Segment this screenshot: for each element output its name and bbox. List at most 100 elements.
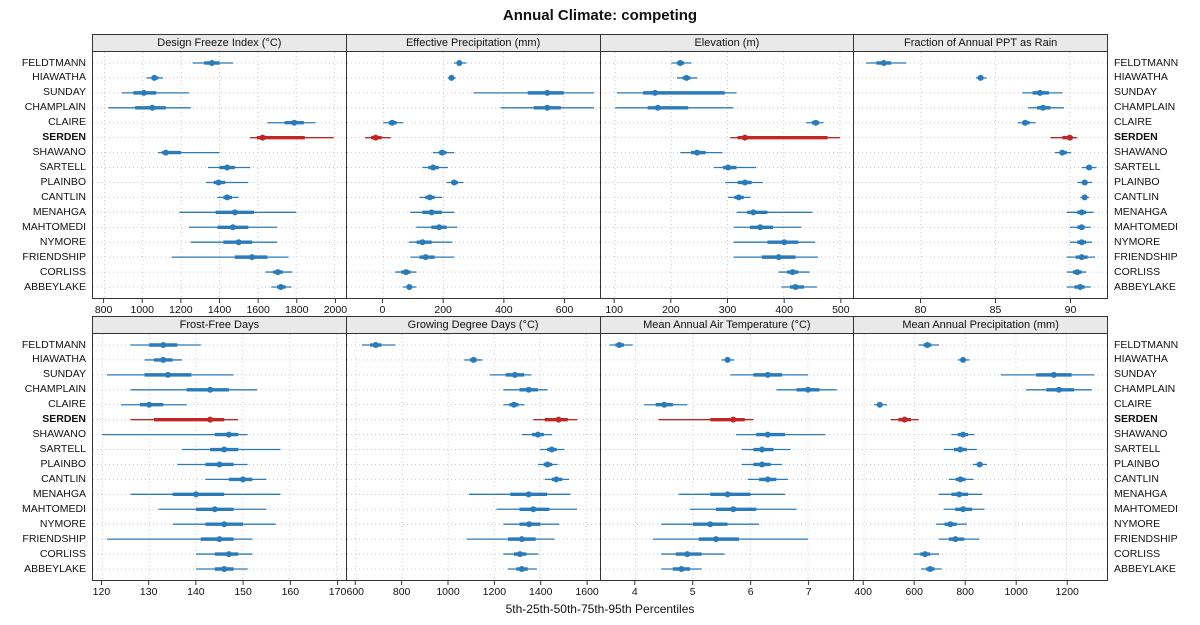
percentile-series-menahga (179, 209, 297, 216)
station-label-shawano: SHAWANO (32, 428, 86, 441)
percentile-series-menahga (468, 491, 571, 498)
percentile-series-abbeylake (921, 566, 942, 572)
percentile-series-cantlin (217, 194, 239, 201)
percentile-series-hiawatha (976, 74, 987, 81)
panel-col-growing-degree-days: Growing Degree Days (°C) 600 800 1000 1200 1… (345, 316, 601, 598)
percentile-series-nymore (408, 239, 453, 246)
station-label-feldtmann: FELDTMANN (1114, 56, 1179, 69)
xaxis-fraction-ppt-rain: 80 85 90 (853, 299, 1108, 316)
percentile-series-hiawatha (676, 74, 697, 81)
x-tick-label: 1200 (1056, 586, 1080, 598)
station-label-corliss: CORLISS (1114, 547, 1161, 560)
percentile-series-plainbo (741, 461, 782, 468)
percentile-series-abbeylake (507, 566, 537, 572)
station-label-mahtomedi: MAHTOMEDI (1114, 220, 1178, 233)
percentile-series-nymore (172, 521, 276, 528)
percentile-series-feldtmann (130, 342, 201, 348)
axis-caption: 5th-25th-50th-75th-95th Percentiles (505, 602, 695, 616)
percentile-series-champlain (1026, 386, 1093, 393)
percentile-series-plainbo (973, 461, 988, 468)
station-label-sartell: SARTELL (39, 443, 87, 456)
x-tick-label: 800 (957, 586, 975, 598)
right-station-labels-bottom: FELDTMANN HIAWATHA SUNDAY CHAMPLAIN CLAIRE SE… (1108, 316, 1200, 598)
percentile-series-feldtmann (866, 60, 907, 66)
x-tick-label: 300 (718, 304, 736, 316)
percentile-series-menahga (410, 209, 454, 216)
percentile-series-shawano (1055, 149, 1072, 156)
percentile-series-feldtmann (453, 60, 467, 66)
station-label-cantlin: CANTLIN (1114, 190, 1159, 203)
percentile-series-nymore (936, 521, 968, 528)
x-axis-svg: 120 130 140 150 160 170 (93, 581, 346, 598)
x-tick-label: 5 (689, 586, 695, 598)
percentile-series-sunday (489, 371, 532, 378)
strip-mean-annual-precipitation: Mean Annual Precipitation (mm) (853, 316, 1108, 334)
xaxis-mean-annual-air-temperature: 4 5 6 7 (600, 581, 855, 598)
percentile-series-abbeylake (1067, 284, 1091, 290)
percentile-series-friendship (107, 536, 253, 543)
percentile-series-abbeylake (660, 566, 702, 572)
percentile-series-friendship (466, 536, 555, 543)
percentile-series-cantlin (1080, 194, 1090, 201)
percentile-series-sartell (539, 446, 565, 453)
station-label-sunday: SUNDAY (43, 368, 86, 381)
panel-effective-precipitation (345, 52, 601, 299)
percentile-series-plainbo (1077, 179, 1093, 186)
percentile-series-claire (805, 119, 824, 126)
percentile-series-champlain (614, 104, 733, 111)
percentile-series-friendship (171, 254, 289, 261)
station-label-friendship: FRIENDSHIP (1114, 250, 1178, 263)
x-tick-label: 7 (805, 586, 811, 598)
x-axis-svg: 600 800 1000 1200 1400 1600 (346, 581, 599, 598)
percentile-series-mahtomedi (496, 506, 577, 513)
percentile-series-sunday (473, 89, 594, 96)
percentile-series-feldtmann (192, 60, 233, 66)
percentile-series-mahtomedi (733, 224, 801, 231)
percentile-series-corliss (778, 269, 810, 276)
percentile-series-claire (874, 401, 888, 408)
left-station-labels-top: FELDTMANN HIAWATHA SUNDAY CHAMPLAIN CLAIRE SE… (0, 34, 92, 316)
station-label-champlain: CHAMPLAIN (24, 383, 86, 396)
percentile-series-friendship (410, 254, 454, 261)
panel-row-top: FELDTMANN HIAWATHA SUNDAY CHAMPLAIN CLAIRE SE… (0, 34, 1200, 316)
percentile-series-shawano (679, 149, 722, 156)
percentile-series-corliss (503, 551, 539, 558)
percentile-series-serden (250, 134, 334, 141)
panel-col-elevation: Elevation (m) 100 200 300 400 500 (599, 34, 855, 316)
station-label-friendship: FRIENDSHIP (1114, 532, 1178, 545)
percentile-series-sartell (713, 164, 756, 171)
percentile-series-plainbo (446, 179, 464, 186)
x-tick-label: 1000 (131, 304, 155, 316)
strip-design-freeze-index: Design Freeze Index (°C) (92, 34, 347, 52)
station-label-abbeylake: ABBEYLAKE (24, 562, 86, 575)
x-tick-label: 400 (495, 304, 513, 316)
percentile-series-corliss (265, 269, 293, 276)
percentile-series-claire (267, 119, 316, 126)
percentile-series-cantlin (747, 476, 788, 483)
x-tick-label: 130 (140, 586, 158, 598)
strip-fraction-ppt-rain: Fraction of Annual PPT as Rain (853, 34, 1108, 52)
percentile-series-champlain (108, 104, 191, 111)
percentile-series-serden (890, 416, 920, 423)
x-tick-label: 800 (393, 586, 411, 598)
panel-col-mean-annual-air-temperature: Mean Annual Air Temperature (°C) 4 5 6 7 (599, 316, 855, 598)
x-tick-label: 2000 (324, 304, 348, 316)
x-axis-svg: 80 85 90 (915, 299, 1077, 316)
percentile-series-champlain (1028, 104, 1065, 111)
station-label-cantlin: CANTLIN (1114, 472, 1159, 485)
panel-col-design-freeze-index: Design Freeze Index (°C) 800 1000 1200 1400… (92, 34, 347, 316)
x-axis-svg: 400 600 800 1000 1200 (855, 581, 1080, 598)
percentile-series-sunday (1022, 89, 1063, 96)
panel-col-effective-precipitation: Effective Precipitation (mm) 0 200 400 600 (345, 34, 601, 316)
station-label-serden: SERDEN (1114, 413, 1158, 426)
station-label-abbeylake: ABBEYLAKE (1114, 280, 1176, 293)
station-label-cantlin: CANTLIN (41, 472, 86, 485)
station-label-nymore: NYMORE (1114, 517, 1161, 530)
x-tick-label: 4 (631, 586, 637, 598)
x-tick-label: 6 (747, 586, 753, 598)
percentile-series-champlain (130, 386, 257, 393)
x-tick-label: 140 (187, 586, 205, 598)
station-label-serden: SERDEN (42, 413, 86, 426)
percentile-series-sunday (729, 371, 808, 378)
